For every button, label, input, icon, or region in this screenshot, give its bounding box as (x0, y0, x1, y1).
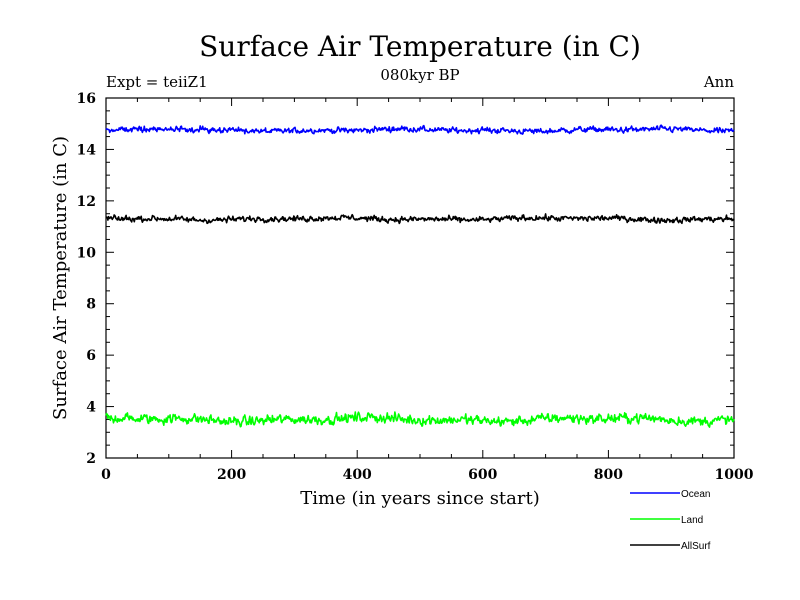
legend-label-ocean: Ocean (681, 489, 710, 500)
experiment-label: Expt = teiiZ1 (106, 73, 208, 91)
season-label: Ann (703, 73, 734, 91)
chart-subtitle: 080kyr BP (380, 66, 459, 84)
y-tick-label: 4 (86, 400, 96, 416)
y-tick-label: 10 (77, 245, 97, 261)
series-line-allsurf (105, 213, 735, 225)
plot-frame (105, 97, 735, 459)
x-tick-label: 400 (343, 467, 372, 483)
y-tick-label: 2 (86, 451, 96, 467)
x-tick-labels: 0 200 400 600 800 1000 (101, 467, 754, 483)
x-axis-label: Time (in years since start) (300, 488, 540, 509)
x-tick-label: 200 (217, 467, 246, 483)
chart-title: Surface Air Temperature (in C) (199, 30, 641, 63)
y-tick-label: 14 (77, 142, 97, 158)
x-tick-label: 1000 (715, 467, 754, 483)
y-tick-label: 8 (86, 297, 96, 313)
x-tick-label: 600 (468, 467, 497, 483)
series-lines (105, 124, 735, 428)
legend-label-allsurf: AllSurf (681, 541, 711, 552)
y-tick-label: 16 (77, 91, 96, 107)
y-tick-label: 12 (77, 194, 96, 210)
y-tick-labels: 2 4 6 8 10 12 14 16 (77, 91, 97, 467)
axis-ticks (105, 97, 735, 459)
legend-label-land: Land (681, 515, 703, 526)
x-tick-label: 0 (101, 467, 111, 483)
y-axis-label: Surface Air Temperature (in C) (50, 136, 71, 420)
x-tick-label: 800 (594, 467, 623, 483)
series-line-land (105, 411, 735, 428)
series-line-ocean (105, 124, 735, 135)
y-tick-label: 6 (86, 348, 96, 364)
legend: Ocean Land AllSurf (630, 489, 711, 552)
